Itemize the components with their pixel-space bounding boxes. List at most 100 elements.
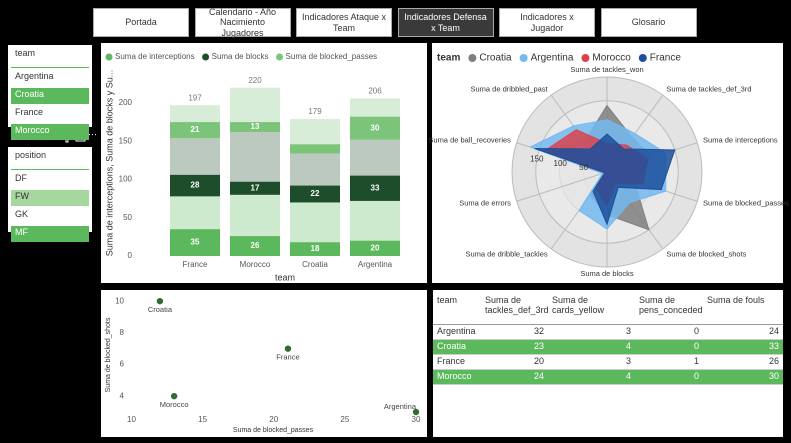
table-cell: Croatia [437, 341, 467, 351]
table-row[interactable]: Morocco 24 4 0 30 [433, 370, 783, 385]
r-tick-label: 150 [530, 155, 544, 164]
spoke [516, 171, 608, 202]
nav-button[interactable]: Indicadores x Jugador [499, 8, 595, 37]
table-cell: 4 [625, 341, 631, 351]
table-cell: Morocco [437, 371, 472, 381]
table-cell: 3 [625, 326, 631, 336]
nav-button[interactable]: Portada [93, 8, 189, 37]
bar [290, 185, 340, 203]
axis-label: Suma de blocked_shots [666, 250, 746, 259]
data-label: 18 [311, 244, 320, 253]
total-label: 197 [188, 93, 202, 102]
table-row[interactable]: Croatia 23 4 0 33 [433, 340, 783, 355]
slicer-title: position [11, 147, 89, 170]
table-cell: 1 [693, 356, 699, 366]
total-label: 220 [248, 76, 262, 85]
y-tick-label: 8 [120, 328, 125, 337]
point-label: France [276, 353, 299, 362]
table-cell: 30 [768, 371, 779, 381]
slicer: position DF FW GK MF [8, 147, 92, 242]
x-axis-title: Suma de blocked_passes [233, 427, 314, 434]
slicer-item[interactable]: DF [15, 173, 27, 183]
legend-label: Suma de interceptions [115, 52, 195, 61]
x-tick-label: Croatia [302, 260, 328, 269]
point [412, 408, 420, 416]
axis-label: Suma de dribble_tackles [465, 250, 547, 259]
legend-label: Suma de blocks [212, 52, 269, 61]
x-tick-label: 10 [127, 415, 136, 424]
axis-label: Suma de tackles_def_3rd [666, 84, 751, 93]
more-icon[interactable]: ⋯ [88, 129, 97, 139]
bar [170, 174, 220, 197]
data-label: 20 [371, 243, 380, 252]
table: team Suma de tackles_def_3rd Suma de cards… [433, 290, 783, 437]
radar-area [534, 133, 676, 226]
y-tick-label: 200 [119, 98, 133, 107]
x-tick-label: 30 [412, 415, 421, 424]
data-label: 33 [371, 183, 380, 192]
nav-button[interactable]: Glosario [600, 8, 697, 37]
table-row[interactable]: France 20 3 1 26 [433, 355, 783, 370]
bar [350, 175, 400, 201]
column-header: Suma de tackles_def_3rd [485, 295, 549, 315]
point [170, 392, 178, 400]
point [284, 345, 292, 352]
data-label: 30 [371, 123, 380, 132]
y-tick-label: 4 [120, 391, 125, 400]
table-cell: 32 [533, 326, 544, 336]
column-header: team [437, 295, 458, 305]
slicer-item[interactable]: MF [11, 226, 89, 242]
legend-label: Morocco [592, 53, 631, 64]
slicer: team Argentina Croatia France Morocco [8, 45, 92, 140]
axis-label: Suma de ball_recoveries [428, 135, 511, 144]
table-cell: France [437, 356, 466, 366]
bar [170, 122, 220, 139]
table-cell: 0 [693, 371, 699, 381]
axis-label: Suma de dribbled_past [470, 84, 548, 93]
bar [230, 122, 280, 133]
nav-button[interactable]: Calendario - Año Nacimiento Jugadores [194, 7, 291, 38]
y-tick-label: 10 [115, 296, 124, 305]
data-label: 28 [191, 181, 200, 190]
column-header: Suma de fouls [707, 295, 765, 305]
legend-label: Suma de blocked_passes [286, 52, 378, 61]
y-tick-label: 6 [120, 360, 125, 369]
table-cell: 26 [768, 356, 779, 366]
slicer-item[interactable]: GK [15, 209, 29, 219]
slicer-item[interactable]: France [15, 107, 44, 117]
legend-marker [638, 54, 647, 62]
axis-label: Suma de errors [459, 199, 511, 208]
total-label: 206 [368, 86, 382, 95]
legend-label: Argentina [531, 53, 574, 64]
table-cell: 33 [768, 341, 779, 351]
y-axis-title: Suma de blocked_shots [105, 317, 112, 392]
slicer-item[interactable]: Argentina [15, 71, 54, 81]
axis-label: Suma de blocked_passes [703, 199, 789, 208]
y-tick-label: 0 [128, 251, 133, 260]
column-header: Suma de cards_yellow [552, 295, 605, 315]
x-tick-label: 15 [198, 415, 207, 424]
data-label: 22 [311, 189, 320, 198]
slicer-item[interactable]: Croatia [11, 88, 89, 104]
x-tick-label: Morocco [240, 260, 271, 269]
slicer-item[interactable]: FW [11, 190, 89, 206]
table-cell: 0 [693, 341, 699, 351]
y-axis-title: Suma de interceptions, Suma de blocks y … [104, 70, 114, 257]
nav-button[interactable]: Indicadores Ataque x Team [296, 8, 392, 37]
table-cell: Argentina [437, 326, 476, 336]
point-label: Croatia [148, 305, 173, 314]
data-label: 21 [191, 125, 200, 134]
bar [230, 181, 280, 195]
slicer-item[interactable]: Morocco [11, 124, 89, 140]
bar [350, 240, 400, 256]
point-label: Morocco [160, 400, 189, 409]
scatter-panel [101, 290, 427, 437]
legend-marker [105, 53, 113, 61]
table-row[interactable]: Argentina 32 3 0 24 [433, 325, 783, 340]
point [156, 297, 164, 305]
nav-button[interactable]: Indicadores Defensa x Team [397, 8, 494, 37]
axis-label: Suma de tackles_won [570, 65, 643, 74]
table-cell: 24 [533, 371, 544, 381]
